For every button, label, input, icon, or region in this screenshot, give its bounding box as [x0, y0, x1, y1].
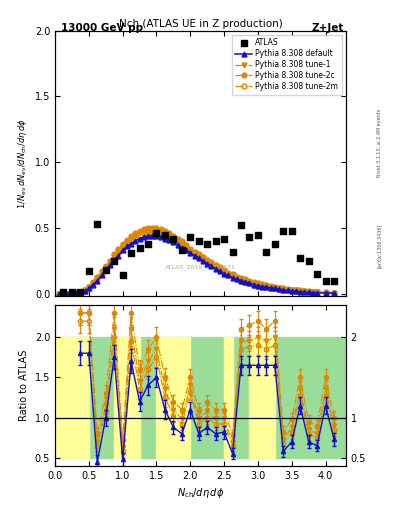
Line: Pythia 8.308 tune-1: Pythia 8.308 tune-1 [57, 228, 336, 296]
ATLAS [179, 246, 185, 254]
Line: Pythia 8.308 tune-2c: Pythia 8.308 tune-2c [57, 226, 336, 296]
ATLAS [246, 233, 253, 241]
Pythia 8.308 tune-1 [192, 250, 197, 256]
Pythia 8.308 tune-2c [234, 273, 239, 280]
Pythia 8.308 default [57, 291, 62, 297]
Pythia 8.308 tune-1 [57, 291, 62, 297]
Pythia 8.308 tune-2m [209, 262, 214, 268]
X-axis label: $N_{\rm ch}/d\eta\,d\phi$: $N_{\rm ch}/d\eta\,d\phi$ [177, 486, 224, 500]
Pythia 8.308 tune-2m [146, 229, 151, 235]
ATLAS [238, 221, 244, 229]
ATLAS [221, 234, 227, 243]
Pythia 8.308 tune-1 [332, 290, 336, 296]
Pythia 8.308 tune-2m [192, 251, 197, 258]
ATLAS [111, 257, 118, 265]
Pythia 8.308 default [234, 276, 239, 282]
Pythia 8.308 default [146, 233, 151, 239]
ATLAS [103, 266, 109, 274]
ATLAS [272, 240, 278, 248]
Text: 13000 GeV pp: 13000 GeV pp [61, 23, 143, 33]
Legend: ATLAS, Pythia 8.308 default, Pythia 8.308 tune-1, Pythia 8.308 tune-2c, Pythia 8: ATLAS, Pythia 8.308 default, Pythia 8.30… [231, 34, 342, 95]
ATLAS [331, 276, 337, 285]
ATLAS [314, 270, 320, 278]
Pythia 8.308 tune-1 [230, 272, 235, 279]
Pythia 8.308 tune-2c [91, 279, 95, 285]
Pythia 8.308 default [209, 263, 214, 269]
ATLAS [288, 226, 295, 234]
Pythia 8.308 default [230, 275, 235, 281]
ATLAS [204, 240, 210, 248]
ATLAS [170, 234, 176, 243]
Line: Pythia 8.308 default: Pythia 8.308 default [57, 233, 336, 296]
ATLAS [86, 267, 92, 275]
Pythia 8.308 tune-1 [171, 236, 176, 242]
Y-axis label: Ratio to ATLAS: Ratio to ATLAS [19, 350, 29, 421]
Pythia 8.308 tune-2m [171, 237, 176, 243]
Pythia 8.308 tune-2c [146, 225, 151, 231]
ATLAS [255, 230, 261, 239]
Pythia 8.308 tune-2m [234, 275, 239, 282]
Pythia 8.308 tune-2m [91, 280, 95, 286]
ATLAS [145, 240, 151, 248]
Pythia 8.308 default [332, 290, 336, 296]
ATLAS [213, 237, 219, 245]
ATLAS [297, 254, 303, 262]
ATLAS [153, 229, 160, 238]
ATLAS [196, 237, 202, 245]
Text: Z+Jet: Z+Jet [312, 23, 344, 33]
ATLAS [322, 276, 329, 285]
ATLAS [128, 249, 134, 257]
ATLAS [61, 288, 67, 296]
Pythia 8.308 tune-2c [57, 291, 62, 297]
ATLAS [280, 226, 286, 234]
Pythia 8.308 tune-2c [332, 290, 336, 296]
Pythia 8.308 tune-2m [332, 290, 336, 296]
Pythia 8.308 tune-2c [171, 233, 176, 239]
Pythia 8.308 tune-2c [192, 249, 197, 255]
Pythia 8.308 tune-2c [230, 271, 235, 277]
Line: Pythia 8.308 tune-2m: Pythia 8.308 tune-2m [57, 229, 336, 296]
ATLAS [136, 244, 143, 252]
Pythia 8.308 tune-1 [209, 261, 214, 267]
Pythia 8.308 tune-2m [57, 291, 62, 297]
Pythia 8.308 tune-1 [146, 227, 151, 233]
ATLAS [187, 233, 193, 241]
Pythia 8.308 tune-1 [234, 275, 239, 281]
Text: [arXiv:1306.3436]: [arXiv:1306.3436] [377, 224, 382, 268]
ATLAS [263, 248, 270, 256]
Pythia 8.308 default [171, 240, 176, 246]
Pythia 8.308 tune-2c [209, 259, 214, 265]
Pythia 8.308 tune-2m [230, 273, 235, 280]
Text: Rivet 3.1.10, ≥ 2.4M events: Rivet 3.1.10, ≥ 2.4M events [377, 109, 382, 178]
ATLAS [94, 220, 101, 228]
Text: ATLAS_2019_I1736531: ATLAS_2019_I1736531 [165, 264, 236, 270]
ATLAS [77, 288, 84, 296]
ATLAS [230, 248, 236, 256]
Title: Nch (ATLAS UE in Z production): Nch (ATLAS UE in Z production) [119, 18, 282, 29]
ATLAS [305, 257, 312, 265]
Y-axis label: $1/N_{\rm ev}\,dN_{\rm ev}/dN_{\rm ch}/d\eta\,d\phi$: $1/N_{\rm ev}\,dN_{\rm ev}/dN_{\rm ch}/d… [16, 118, 29, 209]
ATLAS [119, 271, 126, 280]
Pythia 8.308 default [91, 282, 95, 288]
Pythia 8.308 default [192, 252, 197, 259]
ATLAS [69, 288, 75, 296]
Pythia 8.308 tune-1 [91, 280, 95, 286]
ATLAS [162, 230, 168, 239]
